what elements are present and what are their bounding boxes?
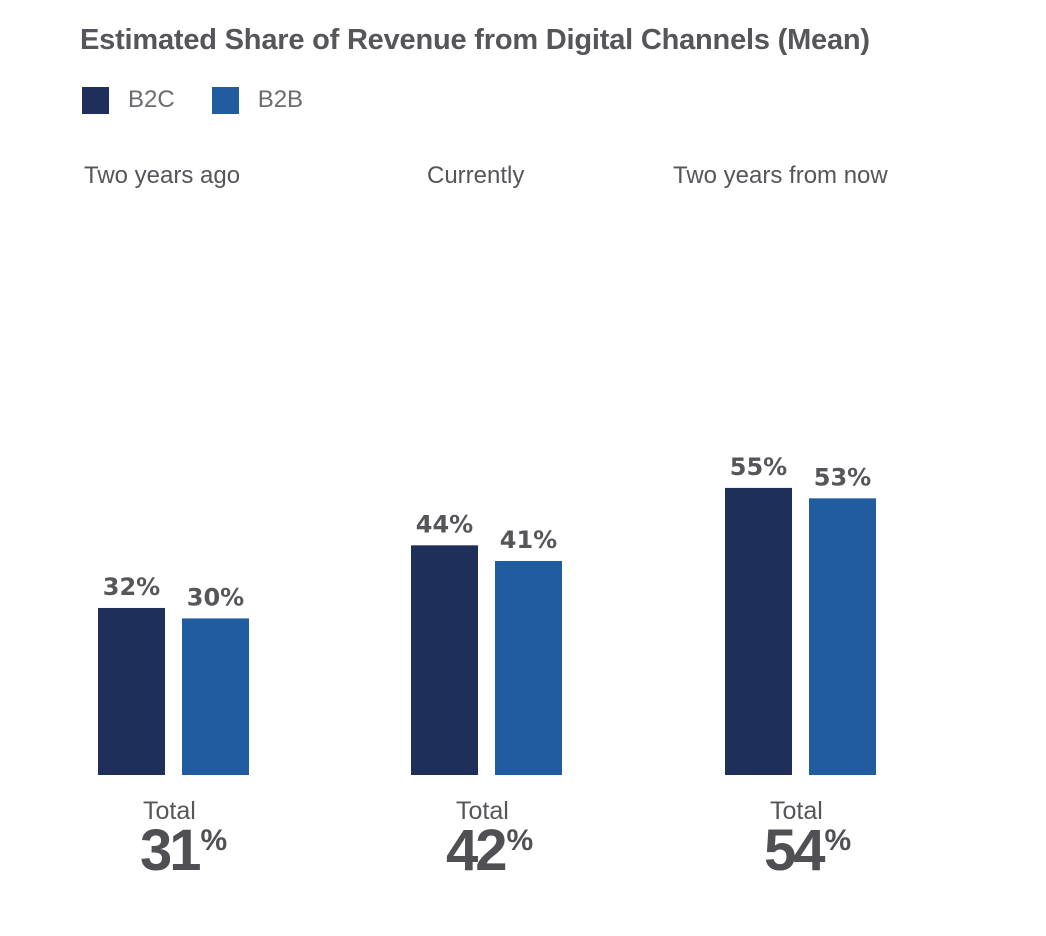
legend-swatch-b2b <box>211 86 239 114</box>
total-suffix: % <box>200 824 228 857</box>
total-label-two-years-ago: Total <box>143 797 196 825</box>
bar-b2b-two-years-from-now <box>809 498 876 775</box>
bar-b2c-two-years-ago <box>98 607 165 775</box>
legend-swatch-b2c <box>82 86 109 114</box>
total-value-two-years-ago: 31% <box>140 822 227 880</box>
category-label-currently: Currently <box>427 162 525 189</box>
bar-b2c-currently <box>411 545 478 775</box>
total-value-currently: 42% <box>446 822 533 880</box>
total-label-two-years-from-now: Total <box>770 797 823 825</box>
data-label-b2b-two-years-from-now: 53% <box>814 463 871 491</box>
total-number: 42 <box>446 818 507 883</box>
legend-label-b2c: B2C <box>128 86 175 113</box>
total-number: 31 <box>140 818 201 883</box>
chart-title: Estimated Share of Revenue from Digital … <box>80 24 870 56</box>
data-label-b2b-currently: 41% <box>500 526 557 554</box>
total-value-two-years-from-now: 54% <box>764 822 851 880</box>
total-label-currently: Total <box>456 797 509 825</box>
bar-b2b-two-years-ago <box>182 618 249 775</box>
bar-b2b-currently <box>495 560 562 775</box>
legend-item-b2b: B2B <box>211 86 304 114</box>
data-label-b2c-two-years-ago: 32% <box>103 573 160 601</box>
category-label-two-years-ago: Two years ago <box>84 162 241 189</box>
legend-label-b2b: B2B <box>257 86 304 113</box>
bar-b2c-two-years-from-now <box>725 487 792 775</box>
legend: B2C B2B <box>82 86 340 114</box>
data-label-b2b-two-years-ago: 30% <box>187 583 244 611</box>
data-label-b2c-currently: 44% <box>416 510 473 538</box>
category-label-two-years-from-now: Two years from now <box>673 162 888 189</box>
total-number: 54 <box>764 818 825 883</box>
total-suffix: % <box>506 824 534 857</box>
total-suffix: % <box>824 824 852 857</box>
data-label-b2c-two-years-from-now: 55% <box>730 453 787 481</box>
legend-item-b2c: B2C <box>82 86 175 114</box>
